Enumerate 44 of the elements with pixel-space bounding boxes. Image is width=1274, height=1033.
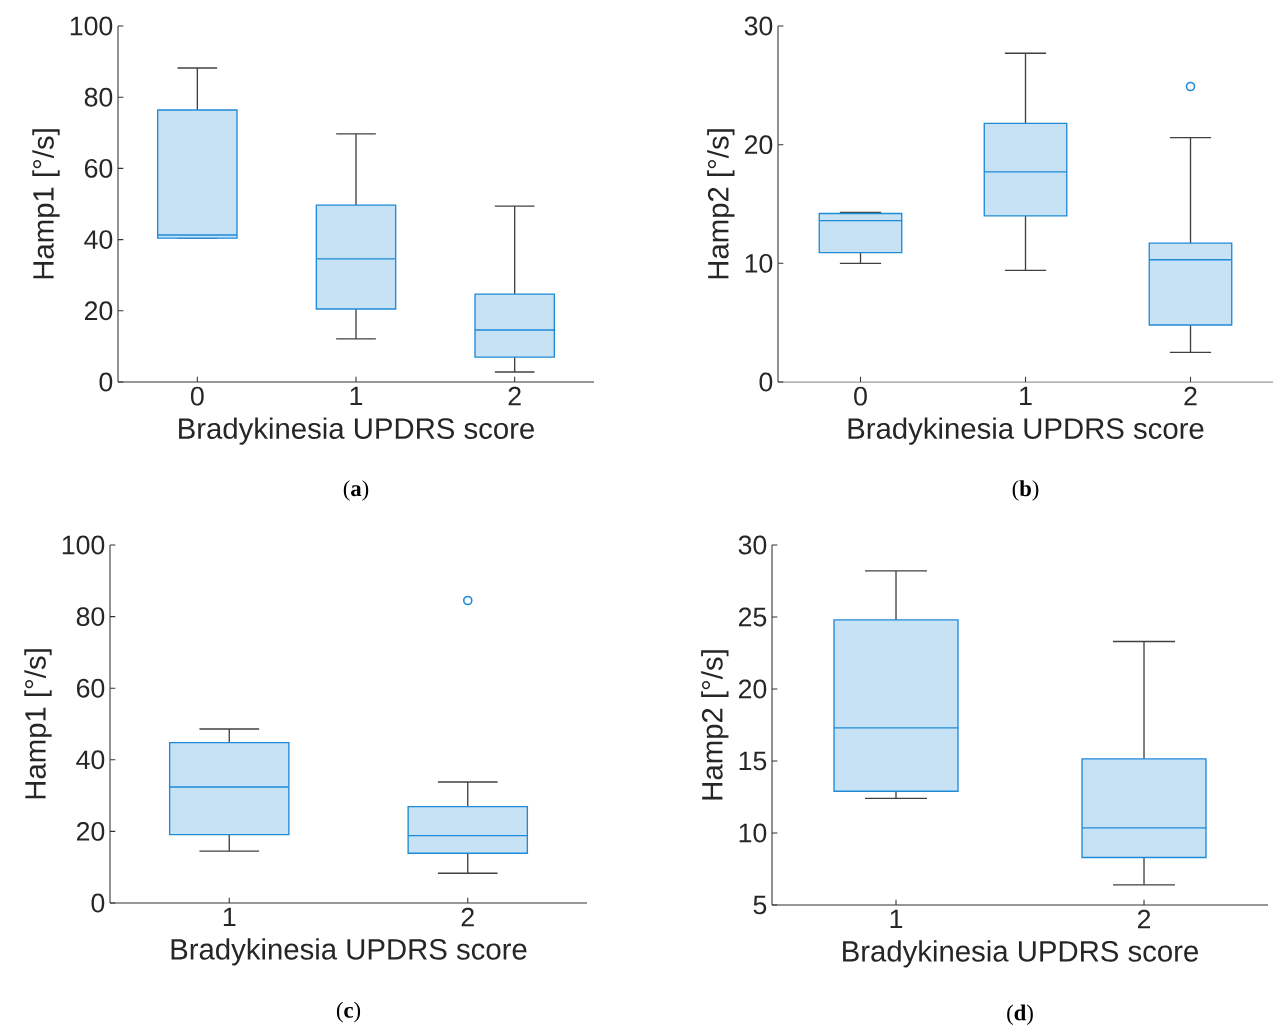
y-tick-label: 20 <box>76 821 105 841</box>
y-axis-title: Hamp1 [°/s] <box>24 649 52 799</box>
x-axis-title: Bradykinesia UPDRS score <box>171 938 527 966</box>
x-axis-title: Bradykinesia UPDRS score <box>848 417 1204 445</box>
y-axis-title: Hamp1 [°/s] <box>32 129 60 279</box>
y-tick-label: 5 <box>753 895 767 915</box>
y-tick-label: 100 <box>62 535 105 555</box>
x-tick-label: 1 <box>1020 386 1032 406</box>
y-tick-label: 10 <box>739 823 767 843</box>
x-tick-label: 1 <box>223 907 236 927</box>
y-axis-title: Hamp2 [°/s] <box>701 650 729 800</box>
y-tick-label: 0 <box>759 372 773 392</box>
y-tick-label: 40 <box>76 750 105 770</box>
text: (b) <box>1012 480 1039 501</box>
y-tick-label: 30 <box>744 16 773 36</box>
x-tick-label: 2 <box>1184 386 1197 406</box>
x-axis-title: Bradykinesia UPDRS score <box>179 417 534 445</box>
text: (a) <box>343 480 369 501</box>
x-tick-label: 1 <box>350 386 363 406</box>
y-tick-label: 60 <box>76 678 105 698</box>
y-tick-label: 20 <box>744 135 773 155</box>
x-axis-title: Bradykinesia UPDRS score <box>843 940 1198 968</box>
y-tick-label: 10 <box>745 253 773 273</box>
x-tick-label: 0 <box>190 386 204 406</box>
x-tick-label: 2 <box>1137 909 1151 929</box>
text: (c) <box>336 1001 361 1023</box>
y-tick-label: 20 <box>738 679 767 699</box>
y-tick-label: 80 <box>84 87 113 107</box>
y-tick-label: 80 <box>76 607 105 627</box>
y-tick-label: 0 <box>91 893 105 913</box>
y-axis-title: Hamp2 [°/s] <box>707 129 735 279</box>
y-tick-label: 30 <box>738 535 767 555</box>
x-tick-label: 1 <box>890 909 903 929</box>
y-tick-label: 100 <box>70 16 113 36</box>
y-tick-label: 25 <box>738 607 767 627</box>
y-tick-label: 60 <box>84 158 113 178</box>
text: (d) <box>1007 1004 1033 1026</box>
y-tick-label: 15 <box>739 751 767 771</box>
x-tick-label: 0 <box>854 386 867 406</box>
y-tick-label: 0 <box>99 372 113 392</box>
x-tick-label: 2 <box>461 907 474 927</box>
y-tick-label: 40 <box>84 230 113 250</box>
y-tick-label: 20 <box>84 301 113 321</box>
x-tick-label: 2 <box>508 386 521 406</box>
